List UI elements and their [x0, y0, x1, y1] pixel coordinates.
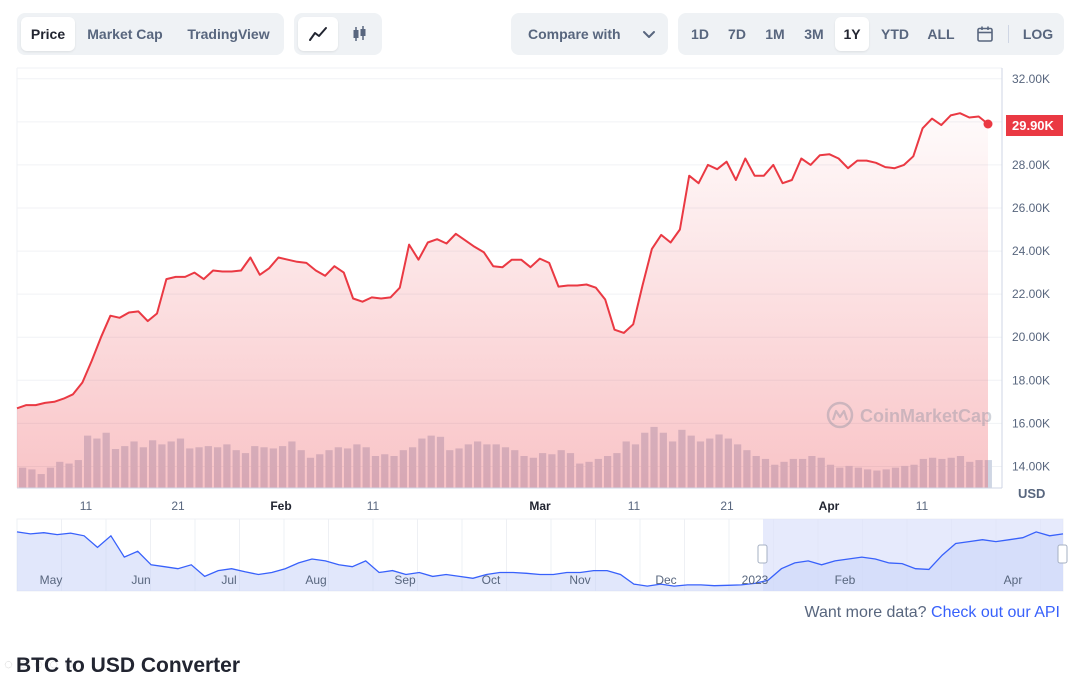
y-tick-label: 26.00K: [1012, 201, 1050, 215]
x-tick-label: 21: [720, 499, 734, 513]
x-tick-label: Mar: [529, 499, 551, 513]
range-all[interactable]: ALL: [927, 26, 955, 42]
chart-style-toggle: [294, 13, 382, 55]
candlestick-button[interactable]: [340, 17, 378, 51]
navigator-label: Dec: [655, 573, 676, 587]
range-1m[interactable]: 1M: [765, 26, 785, 42]
x-tick-label: 11: [628, 499, 641, 513]
price-chart[interactable]: 14.00K 16.00K 18.00K 20.00K 22.00K 24.00K 26.0…: [0, 0, 1080, 600]
coinmarketcap-watermark: CoinMarketCap: [826, 401, 992, 429]
y-tick-label: 22.00K: [1012, 287, 1050, 301]
api-promo-text: Want more data?: [804, 604, 927, 621]
navigator-label: Sep: [394, 573, 416, 587]
tab-market-cap[interactable]: Market Cap: [87, 26, 163, 42]
chart-type-tabs: Price Market Cap TradingView: [17, 13, 284, 55]
x-tick-label: 21: [171, 499, 185, 513]
line-chart-icon: [309, 27, 327, 41]
range-1y[interactable]: 1Y: [835, 17, 869, 51]
chevron-down-icon: [643, 31, 655, 38]
range-1d[interactable]: 1D: [691, 26, 709, 42]
y-tick-label: 14.00K: [1012, 459, 1050, 473]
watermark-text: CoinMarketCap: [860, 406, 992, 426]
compare-label: Compare with: [528, 26, 621, 42]
x-tick-label: 11: [367, 499, 380, 513]
current-price-tag: 29.90K: [1006, 115, 1063, 136]
navigator-label: Nov: [569, 573, 590, 587]
image-watermark-icon: ◌ ◌ ◌ ◌ ◌: [4, 656, 75, 673]
navigator-label: 2023: [742, 573, 769, 587]
volume-bar: [984, 460, 992, 488]
navigator-label: Oct: [482, 573, 501, 587]
price-line: [16, 112, 989, 410]
x-tick-label: Apr: [819, 499, 840, 513]
range-3m[interactable]: 3M: [804, 26, 824, 42]
x-tick-label: 11: [80, 499, 93, 513]
navigator-line: [16, 531, 1064, 587]
y-tick-label: 20.00K: [1012, 330, 1050, 344]
api-promo: Want more data? Check out our API: [804, 604, 1060, 622]
navigator-label: Jul: [221, 573, 236, 587]
navigator-label: Feb: [835, 573, 856, 587]
y-tick-label: 32.00K: [1012, 72, 1050, 86]
range-navigator[interactable]: May Jun Jul Aug Sep Oct Nov Dec 2023 Feb Apr: [16, 518, 1068, 592]
coinmarketcap-logo-icon: [826, 401, 854, 429]
y-tick-label: 16.00K: [1012, 416, 1050, 430]
compare-dropdown[interactable]: Compare with: [511, 13, 668, 55]
x-tick-label: Feb: [270, 499, 291, 513]
navigator-right-handle[interactable]: [1057, 544, 1068, 564]
candlestick-icon: [353, 26, 366, 41]
calendar-button[interactable]: [968, 17, 1002, 51]
navigator-left-handle[interactable]: [757, 544, 768, 564]
navigator-label: May: [40, 573, 63, 587]
api-link[interactable]: Check out our API: [931, 604, 1060, 621]
time-range-selector: 1D 7D 1M 3M 1Y YTD ALL LOG: [678, 13, 1064, 55]
navigator-area: [17, 531, 1063, 591]
calendar-icon: [977, 26, 993, 42]
y-axis-unit: USD: [1018, 486, 1045, 501]
y-tick-label: 18.00K: [1012, 373, 1050, 387]
navigator-label: Apr: [1004, 573, 1023, 587]
navigator-label: Jun: [131, 573, 150, 587]
range-ytd[interactable]: YTD: [881, 26, 909, 42]
tab-tradingview[interactable]: TradingView: [187, 26, 270, 42]
x-tick-label: 11: [916, 499, 929, 513]
line-chart-button[interactable]: [298, 17, 338, 51]
log-scale-toggle[interactable]: LOG: [1022, 26, 1054, 42]
y-tick-label: 28.00K: [1012, 158, 1050, 172]
current-price-dot: [983, 119, 993, 129]
range-7d[interactable]: 7D: [728, 26, 746, 42]
tab-price[interactable]: Price: [21, 17, 75, 51]
y-tick-label: 24.00K: [1012, 244, 1050, 258]
price-area-fill: [17, 113, 988, 488]
current-price-label: 29.90K: [1012, 118, 1055, 133]
converter-title: BTC to USD Converter: [16, 654, 241, 677]
toolbar-divider: [1008, 25, 1009, 43]
navigator-label: Aug: [305, 573, 326, 587]
